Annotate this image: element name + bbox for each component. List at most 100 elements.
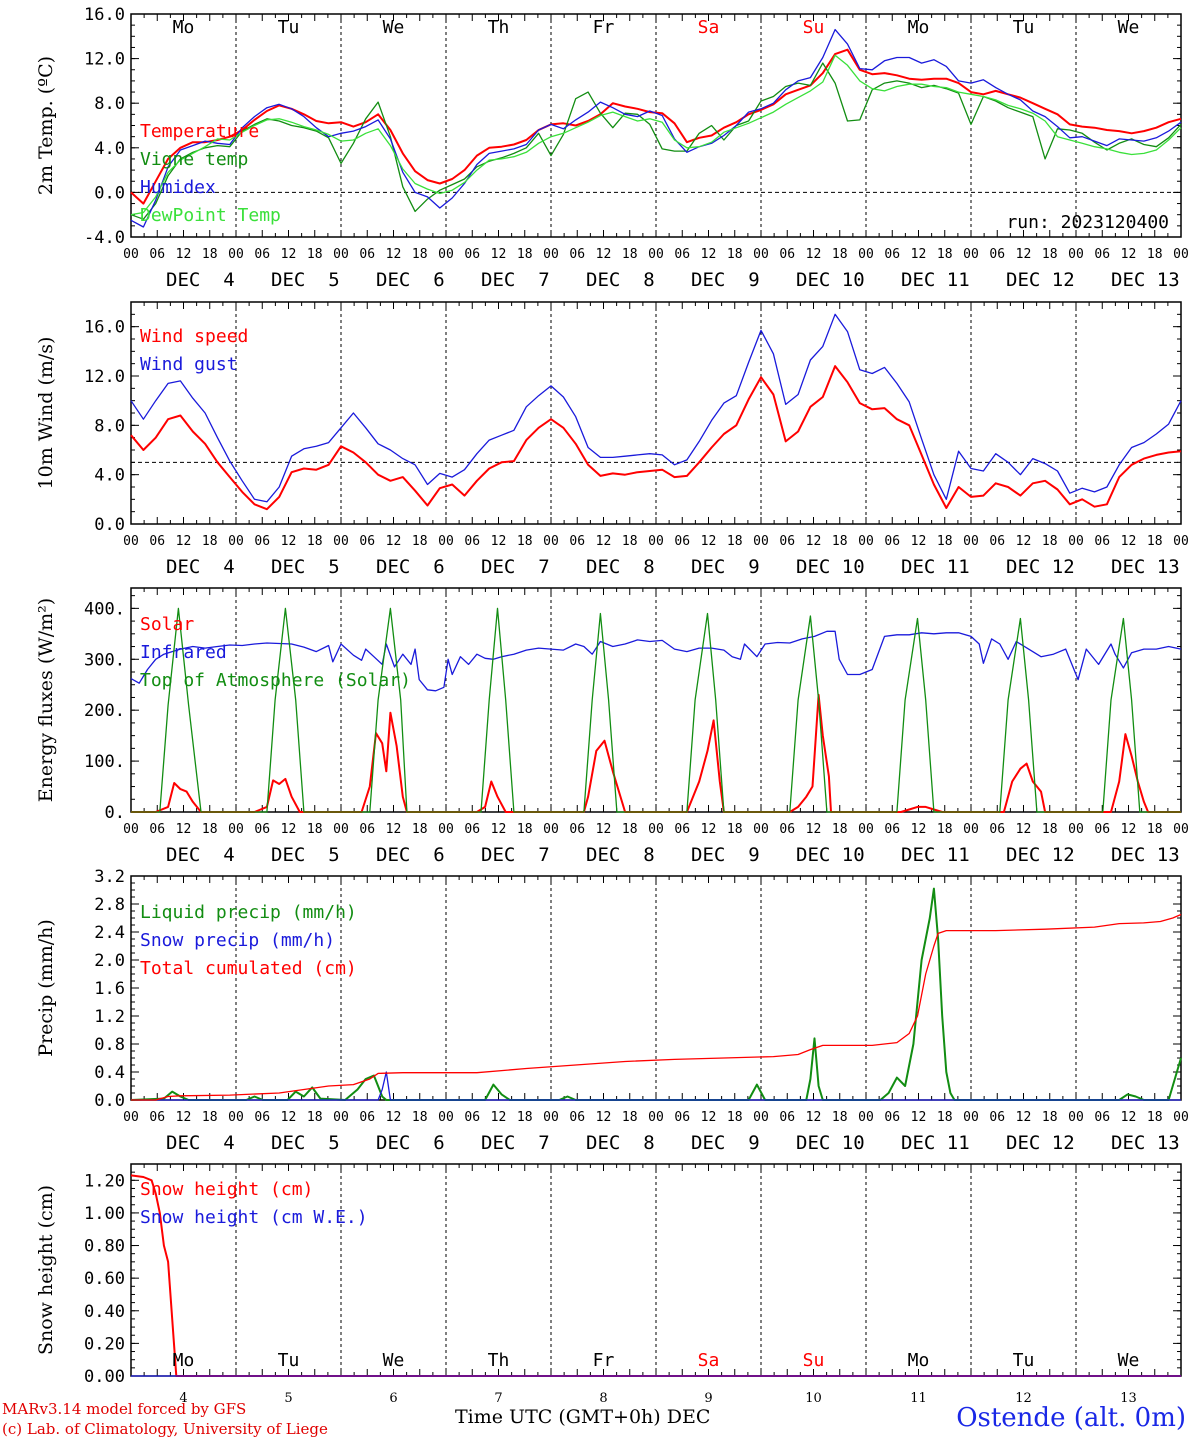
y-tick-label: 2.0 bbox=[94, 951, 125, 971]
weekday-label: Th bbox=[488, 17, 510, 38]
hour-tick-label: 00 bbox=[333, 534, 349, 549]
hour-tick-label: 00 bbox=[228, 1110, 244, 1125]
series-line bbox=[130, 365, 1182, 511]
hour-tick-label: 06 bbox=[884, 1110, 900, 1125]
y-tick-label: 3.2 bbox=[94, 867, 125, 887]
hour-tick-label: 18 bbox=[727, 534, 743, 549]
y-tick-label: 8.0 bbox=[94, 94, 125, 114]
date-label: DEC 7 bbox=[481, 1132, 550, 1154]
hour-tick-label: 00 bbox=[438, 247, 454, 262]
y-tick-label: 0.8 bbox=[94, 1035, 125, 1055]
hour-tick-label: 00 bbox=[648, 247, 664, 262]
date-label: DEC 13 bbox=[1111, 269, 1180, 291]
y-tick-label: 1.20 bbox=[84, 1171, 125, 1191]
series-line bbox=[130, 28, 1182, 228]
hour-tick-label: 12 bbox=[701, 822, 717, 837]
date-label: 6 bbox=[389, 1391, 397, 1406]
hour-tick-label: 12 bbox=[281, 534, 297, 549]
hour-tick-label: 06 bbox=[779, 822, 795, 837]
date-label: DEC 9 bbox=[691, 844, 760, 866]
date-label: DEC 4 bbox=[166, 556, 235, 578]
hour-tick-label: 12 bbox=[1016, 534, 1032, 549]
hour-tick-label: 12 bbox=[806, 822, 822, 837]
hour-tick-label: 18 bbox=[412, 822, 428, 837]
date-label: DEC 11 bbox=[901, 269, 970, 291]
hour-tick-label: 18 bbox=[517, 534, 533, 549]
hour-tick-label: 12 bbox=[491, 534, 507, 549]
hour-tick-label: 00 bbox=[858, 1110, 874, 1125]
date-label: DEC 10 bbox=[796, 556, 865, 578]
hour-tick-label: 12 bbox=[281, 247, 297, 262]
date-label: 11 bbox=[910, 1391, 927, 1406]
y-tick-label: 0.40 bbox=[84, 1302, 125, 1322]
hour-tick-label: 18 bbox=[832, 534, 848, 549]
hour-tick-label: 06 bbox=[254, 247, 270, 262]
legend-entry: Humidex bbox=[140, 177, 216, 198]
hour-tick-label: 00 bbox=[753, 822, 769, 837]
weekday-label: Tu bbox=[278, 1350, 300, 1371]
date-label: DEC 5 bbox=[271, 556, 340, 578]
hour-tick-label: 12 bbox=[911, 822, 927, 837]
hour-tick-label: 12 bbox=[386, 247, 402, 262]
date-label: 12 bbox=[1015, 1391, 1032, 1406]
hour-tick-label: 06 bbox=[674, 247, 690, 262]
y-tick-label: -4.0 bbox=[84, 228, 125, 248]
y-tick-label: 0.20 bbox=[84, 1334, 125, 1354]
hour-tick-label: 12 bbox=[911, 247, 927, 262]
hour-tick-label: 18 bbox=[832, 822, 848, 837]
hour-tick-label: 00 bbox=[1173, 534, 1189, 549]
hour-tick-label: 12 bbox=[806, 1110, 822, 1125]
hour-tick-label: 18 bbox=[832, 247, 848, 262]
hour-tick-label: 00 bbox=[228, 822, 244, 837]
hour-tick-label: 12 bbox=[281, 822, 297, 837]
hour-tick-label: 12 bbox=[176, 822, 192, 837]
legend-entry: Temperature bbox=[140, 121, 259, 142]
date-label: DEC 7 bbox=[481, 269, 550, 291]
y-axis-title: 2m Temp. (ºC) bbox=[35, 56, 57, 195]
hour-tick-label: 18 bbox=[202, 247, 218, 262]
y-tick-label: 1.00 bbox=[84, 1204, 125, 1224]
hour-tick-label: 12 bbox=[596, 1110, 612, 1125]
hour-tick-label: 12 bbox=[176, 1110, 192, 1125]
hour-tick-label: 12 bbox=[1121, 822, 1137, 837]
hour-tick-label: 12 bbox=[176, 534, 192, 549]
hour-tick-label: 00 bbox=[438, 822, 454, 837]
hour-tick-label: 00 bbox=[753, 247, 769, 262]
date-label: DEC 8 bbox=[586, 269, 655, 291]
weekday-label: Su bbox=[803, 17, 825, 38]
hour-tick-label: 18 bbox=[307, 822, 323, 837]
hour-tick-label: 12 bbox=[1121, 247, 1137, 262]
y-tick-label: 0.80 bbox=[84, 1237, 125, 1257]
hour-tick-label: 00 bbox=[858, 247, 874, 262]
date-label: DEC 9 bbox=[691, 556, 760, 578]
hour-tick-label: 18 bbox=[622, 247, 638, 262]
x-axis-title: Time UTC (GMT+0h) DEC bbox=[455, 1406, 711, 1428]
hour-tick-label: 12 bbox=[806, 534, 822, 549]
y-tick-label: 400. bbox=[84, 599, 125, 619]
hour-tick-label: 12 bbox=[1121, 1110, 1137, 1125]
date-label: DEC 9 bbox=[691, 269, 760, 291]
weekday-label: Su bbox=[803, 1350, 825, 1371]
hour-tick-label: 18 bbox=[517, 1110, 533, 1125]
hour-tick-label: 18 bbox=[832, 1110, 848, 1125]
date-label: 7 bbox=[494, 1391, 502, 1406]
hour-tick-label: 12 bbox=[596, 822, 612, 837]
date-label: DEC 4 bbox=[166, 1132, 235, 1154]
hour-tick-label: 06 bbox=[149, 247, 165, 262]
hour-tick-label: 06 bbox=[1094, 1110, 1110, 1125]
series-line bbox=[131, 607, 1181, 813]
weekday-label: Mo bbox=[908, 1350, 930, 1371]
hour-tick-label: 18 bbox=[622, 1110, 638, 1125]
hour-tick-label: 18 bbox=[727, 247, 743, 262]
date-label: DEC 5 bbox=[271, 269, 340, 291]
date-label: DEC 4 bbox=[166, 269, 235, 291]
y-tick-label: 2.4 bbox=[94, 923, 125, 943]
date-label: DEC 12 bbox=[1006, 556, 1075, 578]
y-tick-label: 4.0 bbox=[94, 466, 125, 486]
hour-tick-label: 18 bbox=[1042, 822, 1058, 837]
y-tick-label: 4.0 bbox=[94, 139, 125, 159]
hour-tick-label: 06 bbox=[989, 822, 1005, 837]
date-label: DEC 12 bbox=[1006, 269, 1075, 291]
date-label: DEC 11 bbox=[901, 844, 970, 866]
hour-tick-label: 06 bbox=[569, 822, 585, 837]
